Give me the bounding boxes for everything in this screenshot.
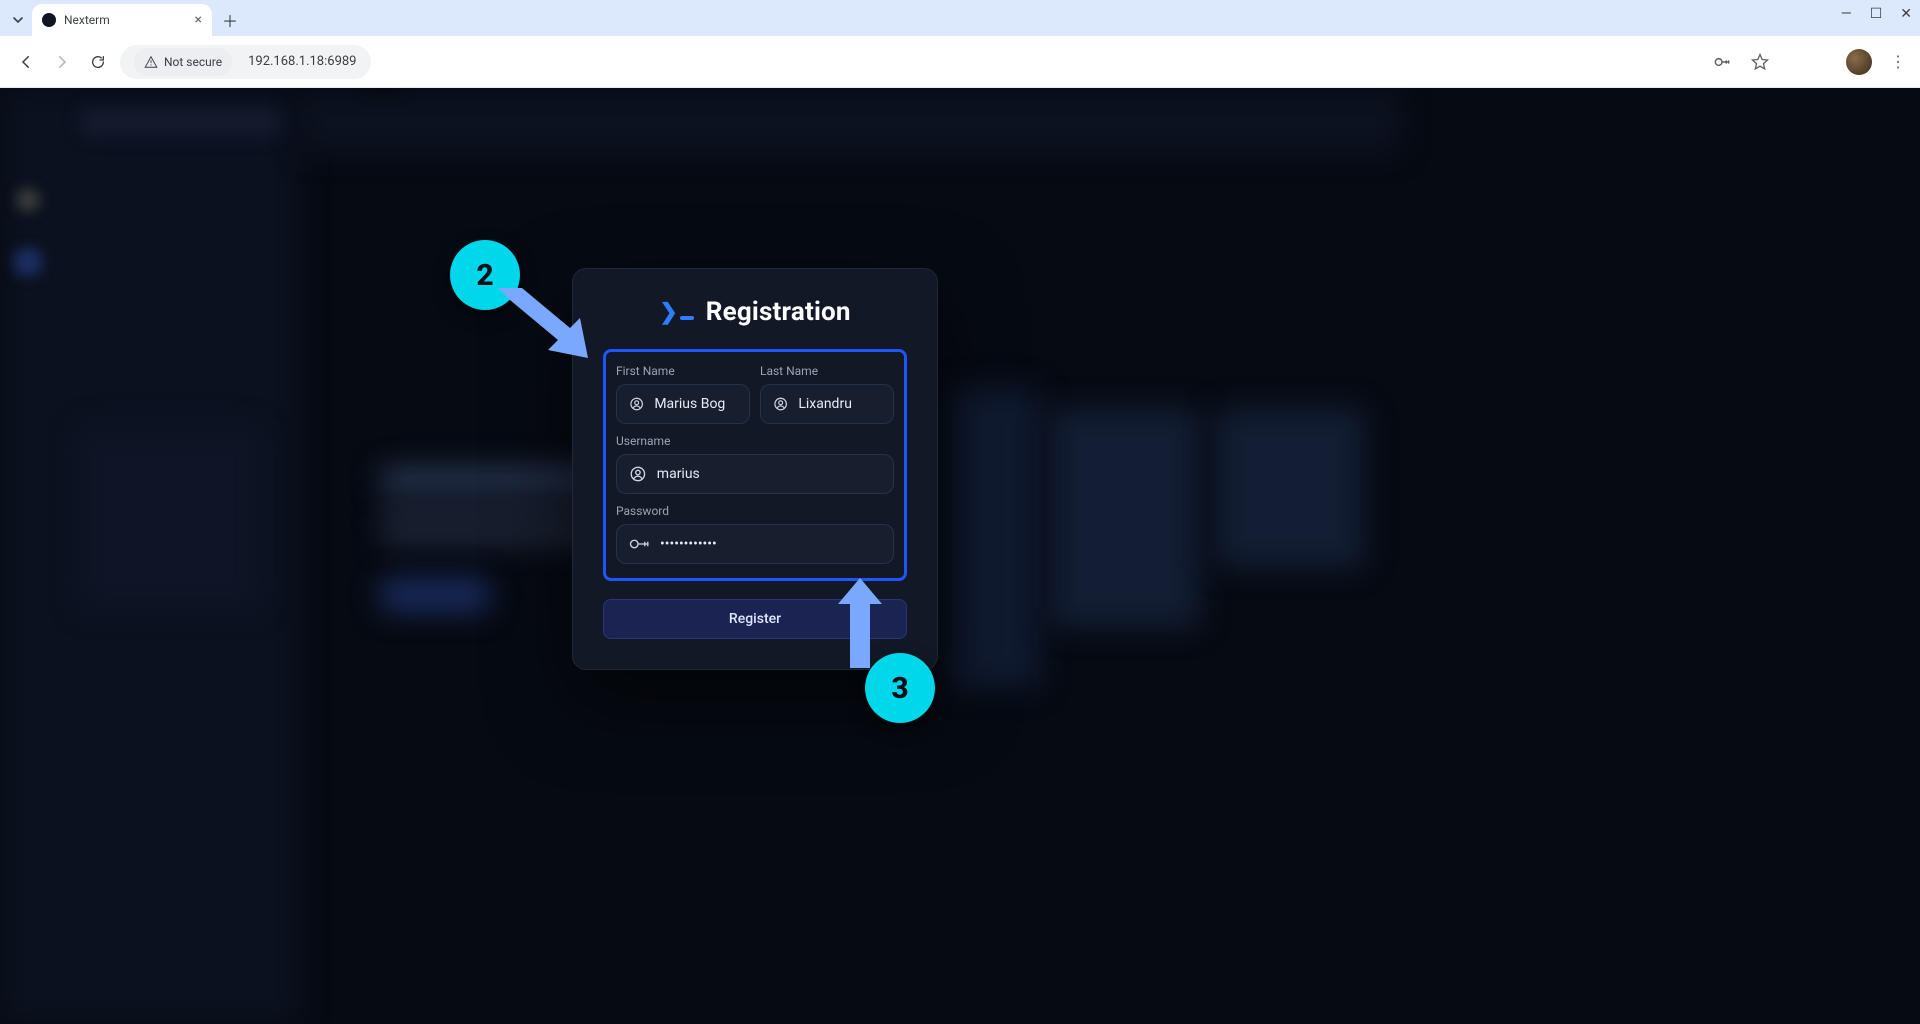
password-label: Password [616, 504, 894, 518]
browser-tab[interactable]: Nexterm × [32, 4, 212, 36]
bg-blur [1215, 408, 1365, 568]
not-secure-label: Not secure [164, 55, 222, 69]
browser-menu-button[interactable]: ⋮ [1890, 52, 1908, 71]
page-viewport: ❯ Registration First Name Last Name [0, 88, 1920, 1024]
bg-blur [380, 578, 490, 612]
new-tab-button[interactable]: ＋ [216, 6, 244, 34]
bg-blur [14, 248, 42, 276]
callout-arrow-3 [830, 578, 890, 668]
tab-search-button[interactable] [8, 8, 28, 32]
profile-avatar[interactable] [1846, 49, 1872, 75]
nav-forward-button[interactable] [48, 48, 76, 76]
password-manager-icon[interactable] [1712, 52, 1732, 72]
modal-title: Registration [706, 297, 851, 327]
user-icon [773, 394, 788, 414]
last-name-field[interactable] [760, 384, 894, 424]
callout-arrow-2 [498, 288, 588, 358]
password-field[interactable] [616, 524, 894, 564]
username-label: Username [616, 434, 894, 448]
bg-blur [80, 108, 280, 136]
bg-blur [16, 188, 40, 212]
user-icon [629, 394, 644, 414]
user-icon [629, 464, 647, 484]
first-name-field[interactable] [616, 384, 750, 424]
bookmark-star-icon[interactable] [1750, 52, 1770, 72]
form-fields-highlight: First Name Last Name Username [603, 349, 907, 581]
window-close-button[interactable]: ✕ [1900, 6, 1912, 22]
app-logo-icon: ❯ [659, 300, 693, 325]
first-name-label: First Name [616, 364, 750, 378]
nav-back-button[interactable] [12, 48, 40, 76]
window-maximize-button[interactable]: ☐ [1870, 6, 1883, 22]
first-name-input[interactable] [654, 396, 737, 412]
tab-close-button[interactable]: × [195, 12, 202, 28]
window-minimize-button[interactable]: — [1841, 6, 1852, 22]
tab-title: Nexterm [64, 13, 110, 27]
security-indicator[interactable]: Not secure [134, 48, 232, 76]
bg-blur [80, 428, 260, 608]
address-bar[interactable]: Not secure 192.168.1.18:6989 [120, 45, 371, 79]
last-name-label: Last Name [760, 364, 894, 378]
browser-toolbar: Not secure 192.168.1.18:6989 ⋮ [0, 36, 1920, 88]
bg-blur [950, 388, 1040, 688]
password-input[interactable] [660, 536, 881, 552]
last-name-input[interactable] [798, 396, 881, 412]
warning-icon [144, 55, 158, 69]
bg-blur [1050, 408, 1200, 628]
url-text: 192.168.1.18:6989 [248, 54, 356, 69]
browser-tab-strip: Nexterm × ＋ — ☐ ✕ [0, 0, 1920, 36]
username-field[interactable] [616, 454, 894, 494]
bg-blur [300, 92, 1400, 152]
modal-header: ❯ Registration [603, 297, 907, 327]
window-controls: — ☐ ✕ [1841, 6, 1912, 22]
username-input[interactable] [657, 466, 881, 482]
key-icon [629, 534, 650, 554]
tab-favicon [42, 13, 56, 27]
nav-reload-button[interactable] [84, 48, 112, 76]
